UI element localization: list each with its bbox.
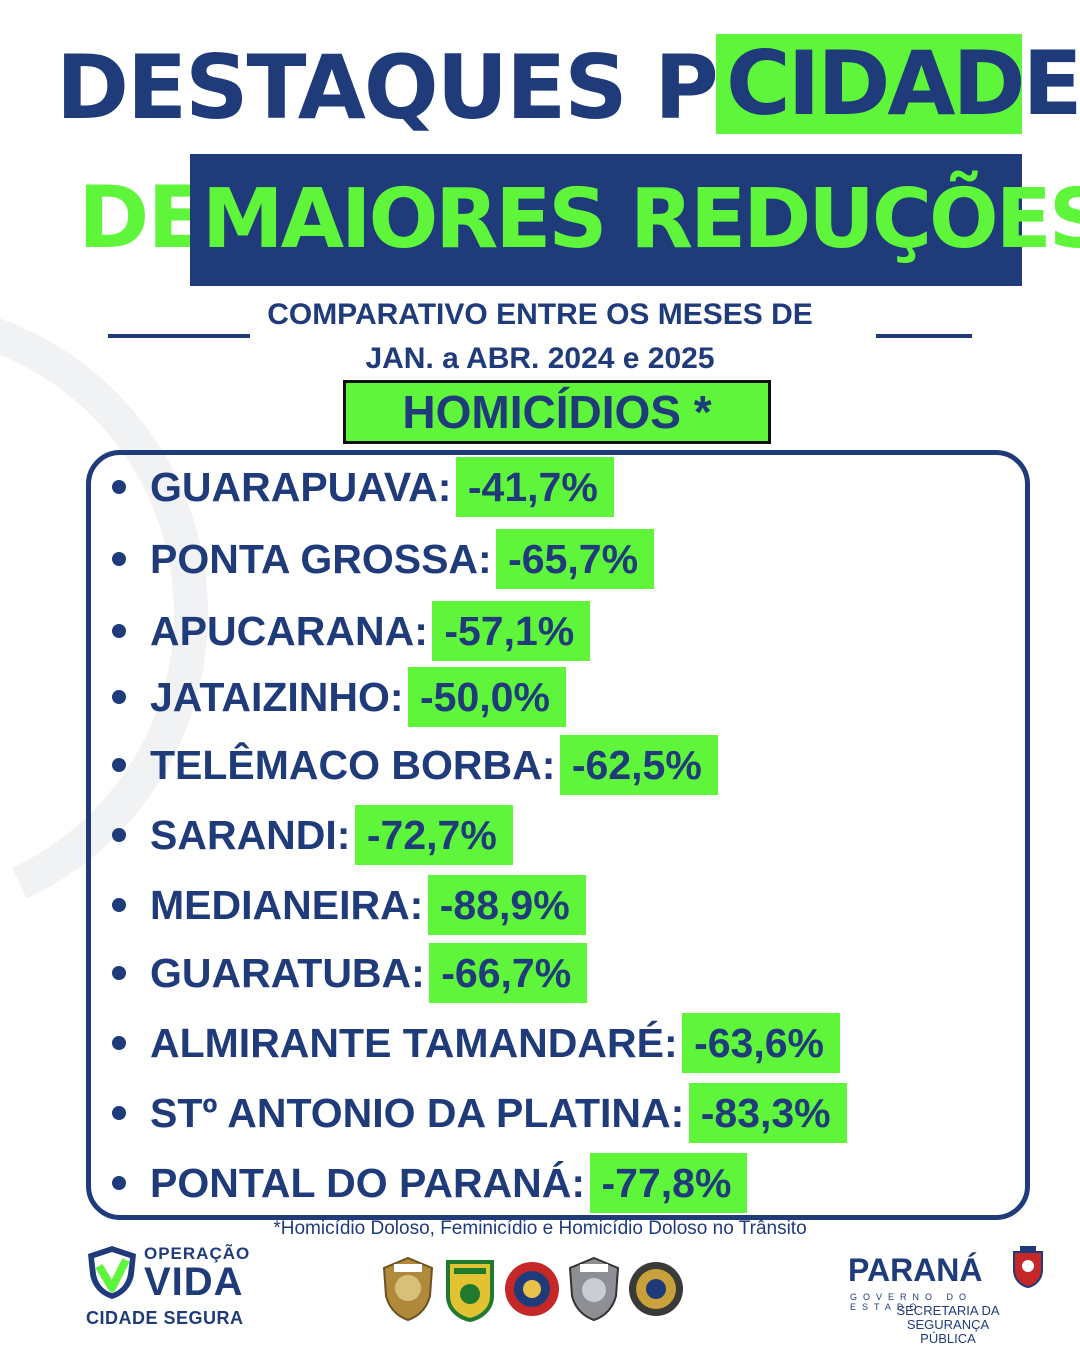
reduction-value: -57,1% xyxy=(432,601,591,661)
bullet-icon xyxy=(112,480,126,494)
city-row: PONTAL DO PARANÁ: -77,8% xyxy=(112,1150,748,1216)
city-row: JATAIZINHO: -50,0% xyxy=(112,664,566,730)
bullet-icon xyxy=(112,552,126,566)
reduction-value: -65,7% xyxy=(496,529,655,589)
secretaria-text: SECRETARIA DA SEGURANÇA PÚBLICA xyxy=(896,1303,1000,1346)
bullet-icon xyxy=(112,758,126,772)
city-name: PONTAL DO PARANÁ: xyxy=(150,1159,586,1206)
parana-wordmark: PARANÁ xyxy=(848,1252,983,1288)
city-row: STº ANTONIO DA PLATINA: -83,3% xyxy=(112,1080,847,1146)
reduction-value: -50,0% xyxy=(408,667,566,727)
city-name: APUCARANA: xyxy=(150,607,428,654)
policia-cientifica-badge-icon xyxy=(629,1262,683,1316)
bullet-icon xyxy=(112,1176,126,1190)
city-name: PONTA GROSSA: xyxy=(150,535,492,582)
bullet-icon xyxy=(112,828,126,842)
cidade-segura-text: CIDADE SEGURA xyxy=(86,1308,244,1328)
title-highlight-2: MAIORES REDUÇÕES xyxy=(190,154,1080,286)
policia-militar-badge-icon xyxy=(446,1260,494,1322)
operacao-vida-logo: OPERAÇÃO VIDA CIDADE SEGURA xyxy=(86,1240,262,1340)
policia-civil-badge-icon xyxy=(382,1256,434,1322)
title-line-2: DE MAIORES REDUÇÕES xyxy=(0,154,1080,286)
reduction-value: -83,3% xyxy=(688,1083,847,1143)
city-name: MEDIANEIRA: xyxy=(150,881,424,928)
title-part-3: DE xyxy=(78,168,206,268)
title-part-2: CIDADE xyxy=(726,32,1080,135)
title-highlight-1: CIDADE xyxy=(716,32,1080,135)
city-row: GUARATUBA: -66,7% xyxy=(112,940,588,1006)
category-label: HOMICÍDIOS * xyxy=(343,380,771,444)
subtitle-line-1: COMPARATIVO ENTRE OS MESES DE xyxy=(267,298,813,331)
city-row: GUARAPUAVA: -41,7% xyxy=(112,454,614,520)
subtitle-rule-right xyxy=(876,334,972,338)
bullet-icon xyxy=(112,624,126,638)
agency-badges xyxy=(380,1256,692,1328)
subtitle-line-2: JAN. a ABR. 2024 e 2025 xyxy=(365,342,715,375)
reduction-value: -62,5% xyxy=(559,735,718,795)
subtitle-rule-left xyxy=(108,334,250,338)
city-row: TELÊMACO BORBA: -62,5% xyxy=(112,732,718,798)
bullet-icon xyxy=(112,690,126,704)
city-list-box xyxy=(86,450,1030,1220)
vida-text: VIDA xyxy=(144,1260,244,1304)
title-line-1: DESTAQUES POR CIDADE xyxy=(0,28,1080,146)
city-row: ALMIRANTE TAMANDARÉ: -63,6% xyxy=(112,1010,840,1076)
bullet-icon xyxy=(112,1036,126,1050)
reduction-value: -63,6% xyxy=(682,1013,840,1073)
city-row: MEDIANEIRA: -88,9% xyxy=(112,872,586,938)
title-part-4: MAIORES REDUÇÕES xyxy=(202,172,1080,267)
city-name: JATAIZINHO: xyxy=(150,673,404,720)
governo-do-estado-text: GOVERNO DO ESTADO xyxy=(850,1292,973,1312)
operacao-text: OPERAÇÃO xyxy=(144,1244,251,1263)
city-name: SARANDI: xyxy=(150,811,351,858)
city-name: STº ANTONIO DA PLATINA: xyxy=(150,1089,685,1136)
city-row: SARANDI: -72,7% xyxy=(112,802,513,868)
corpo-de-bombeiros-badge-icon xyxy=(505,1262,559,1316)
reduction-value: -41,7% xyxy=(455,457,614,517)
reduction-value: -66,7% xyxy=(429,943,588,1003)
bullet-icon xyxy=(112,966,126,980)
shield-check-icon xyxy=(88,1246,136,1299)
city-name: ALMIRANTE TAMANDARÉ: xyxy=(150,1019,678,1066)
city-row: APUCARANA: -57,1% xyxy=(112,598,591,664)
reduction-value: -77,8% xyxy=(589,1153,748,1213)
city-name: TELÊMACO BORBA: xyxy=(150,741,556,788)
policia-penal-badge-icon xyxy=(568,1256,620,1322)
city-row: PONTA GROSSA: -65,7% xyxy=(112,526,655,592)
bullet-icon xyxy=(112,1106,126,1120)
bullet-icon xyxy=(112,898,126,912)
footnote: *Homicídio Doloso, Feminicídio e Homicíd… xyxy=(273,1218,807,1239)
city-name: GUARATUBA: xyxy=(150,949,425,996)
parana-crest-icon xyxy=(1013,1246,1043,1288)
reduction-value: -88,9% xyxy=(427,875,586,935)
parana-government-logo: PARANÁ GOVERNO DO ESTADO SECRETARIA DA S… xyxy=(848,1240,1048,1346)
reduction-value: -72,7% xyxy=(354,805,513,865)
city-name: GUARAPUAVA: xyxy=(150,463,452,510)
